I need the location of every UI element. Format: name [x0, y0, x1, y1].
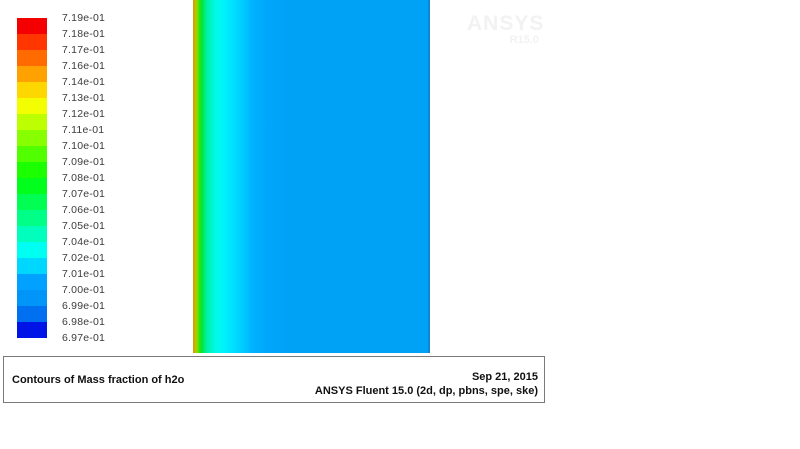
legend-band	[17, 258, 47, 274]
legend-tick-label: 7.10e-01	[62, 140, 106, 152]
ansys-watermark: ANSYS R15.0	[467, 12, 545, 46]
legend-band	[17, 242, 47, 258]
legend-tick-label: 7.00e-01	[62, 284, 106, 296]
legend-band	[17, 290, 47, 306]
legend-tick-label: 7.13e-01	[62, 92, 106, 104]
plot-title: Contours of Mass fraction of h2o	[12, 374, 185, 386]
legend-band	[17, 50, 47, 66]
legend-tick-label: 7.02e-01	[62, 252, 106, 264]
legend-tick-label: 7.18e-01	[62, 28, 106, 40]
legend-band	[17, 66, 47, 82]
legend-tick-label: 7.19e-01	[62, 12, 106, 24]
solver-info: ANSYS Fluent 15.0 (2d, dp, pbns, spe, sk…	[314, 385, 538, 397]
legend-tick-label: 7.12e-01	[62, 108, 106, 120]
contour-plot[interactable]	[193, 0, 430, 353]
ansys-watermark-logo: ANSYS	[467, 12, 545, 35]
plot-meta: Sep 21, 2015 ANSYS Fluent 15.0 (2d, dp, …	[315, 370, 538, 398]
legend-band	[17, 226, 47, 242]
legend-tick-label: 7.17e-01	[62, 44, 106, 56]
plot-date: Sep 21, 2015	[471, 371, 538, 383]
legend-band	[17, 162, 47, 178]
legend-band	[17, 18, 47, 34]
colorbar-legend: 7.19e-01 7.18e-01 7.17e-01 7.16e-01 7.14e-01…	[0, 0, 190, 360]
legend-tick-label: 7.14e-01	[62, 76, 106, 88]
legend-band	[17, 210, 47, 226]
legend-band	[17, 306, 47, 322]
ansys-watermark-release: R15.0	[509, 34, 539, 46]
legend-tick-label: 7.11e-01	[62, 124, 105, 136]
legend-band	[17, 98, 47, 114]
legend-band	[17, 146, 47, 162]
legend-labels: 7.19e-01 7.18e-01 7.17e-01 7.16e-01 7.14e-01…	[0, 0, 190, 360]
legend-tick-label: 7.04e-01	[62, 236, 106, 248]
caption-box: Contours of Mass fraction of h2o Sep 21,…	[3, 356, 545, 403]
legend-band	[17, 114, 47, 130]
legend-band	[17, 322, 47, 338]
legend-tick-label: 7.16e-01	[62, 60, 106, 72]
legend-tick-label: 6.98e-01	[62, 316, 106, 328]
legend-tick-label: 7.09e-01	[62, 156, 106, 168]
legend-tick-label: 7.08e-01	[62, 172, 106, 184]
legend-tick-label: 7.07e-01	[62, 188, 106, 200]
legend-band	[17, 34, 47, 50]
legend-tick-label: 7.06e-01	[62, 204, 106, 216]
legend-band	[17, 82, 47, 98]
legend-tick-label: 6.97e-01	[62, 332, 106, 344]
legend-band	[17, 178, 47, 194]
legend-band	[17, 130, 47, 146]
legend-tick-label: 6.99e-01	[62, 300, 106, 312]
legend-band	[17, 274, 47, 290]
legend-tick-label: 7.01e-01	[62, 268, 106, 280]
legend-tick-label: 7.05e-01	[62, 220, 106, 232]
legend-colorbar	[17, 18, 47, 338]
legend-band	[17, 194, 47, 210]
